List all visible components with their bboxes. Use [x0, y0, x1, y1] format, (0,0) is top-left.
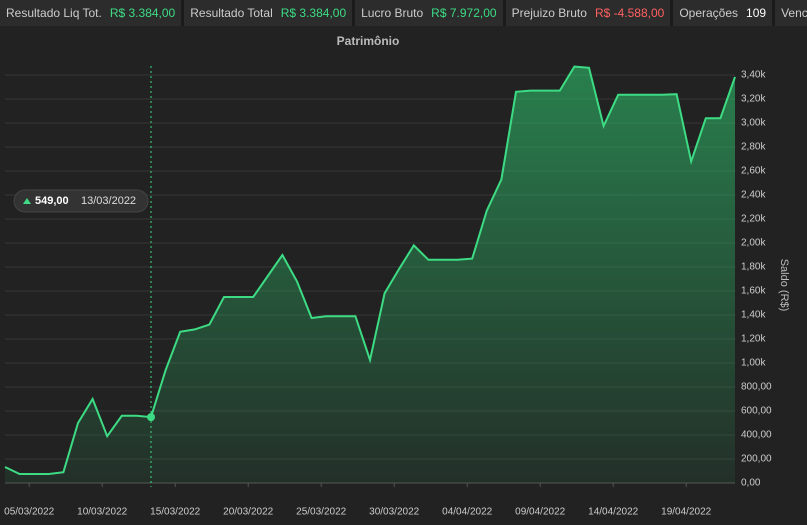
y-tick-label: 1,40k	[741, 310, 766, 321]
stat-label: Resultado Liq Tot.	[6, 6, 102, 20]
y-tick-label: 1,60k	[741, 286, 766, 297]
tooltip-arrow	[23, 198, 31, 204]
stat-label: Vencedoras	[781, 6, 807, 20]
y-tick-label: 600,00	[741, 406, 772, 417]
x-tick-label: 09/04/2022	[515, 507, 565, 518]
stat-value: 109	[746, 6, 767, 20]
y-tick-label: 800,00	[741, 382, 772, 393]
y-tick-label: 2,00k	[741, 238, 766, 249]
x-tick-label: 10/03/2022	[77, 507, 127, 518]
x-tick-label: 05/03/2022	[4, 507, 54, 518]
y-tick-label: 3,20k	[741, 94, 766, 105]
y-tick-label: 2,40k	[741, 190, 766, 201]
stat-item: Operações 109	[673, 0, 773, 26]
stat-label: Prejuizo Bruto	[511, 6, 587, 20]
y-tick-label: 200,00	[741, 454, 772, 465]
stat-value: R$ 3.384,00	[109, 6, 176, 20]
stat-label: Resultado Total	[190, 6, 273, 20]
x-tick-label: 30/03/2022	[369, 507, 419, 518]
area-fill	[5, 66, 735, 483]
x-tick-label: 19/04/2022	[661, 507, 711, 518]
y-tick-label: 1,20k	[741, 334, 766, 345]
stat-value: R$ 7.972,00	[431, 6, 497, 20]
stat-item: Resultado Total R$ 3.384,00	[184, 0, 353, 26]
stats-bar: Resultado Liq Tot. R$ 3.384,00 Resultado T…	[0, 0, 807, 26]
y-tick-label: 400,00	[741, 430, 772, 441]
stat-value: R$ -4.588,00	[594, 6, 665, 20]
x-tick-label: 15/03/2022	[150, 507, 200, 518]
y-tick-label: 2,20k	[741, 214, 766, 225]
y-tick-label: 3,40k	[741, 70, 766, 81]
y-tick-label: 2,60k	[741, 166, 766, 177]
tooltip-date: 13/03/2022	[81, 195, 136, 207]
x-tick-label: 25/03/2022	[296, 507, 346, 518]
area-line	[4, 65, 736, 475]
y-tick-label: 1,80k	[741, 262, 766, 273]
y-tick-label: 1,00k	[741, 358, 766, 369]
x-tick-label: 20/03/2022	[223, 507, 273, 518]
stat-item: Vencedoras	[775, 0, 807, 26]
x-tick-label: 14/04/2022	[588, 507, 638, 518]
stat-label: Lucro Bruto	[361, 6, 424, 20]
y-axis-title: Saldo (R$)	[778, 259, 790, 312]
y-tick-label: 0,00	[741, 478, 761, 489]
tooltip-value: 549,00	[35, 195, 69, 207]
stat-item: Lucro Bruto R$ 7.972,00	[355, 0, 503, 26]
x-tick-label: 04/04/2022	[442, 507, 492, 518]
stat-item: Resultado Liq Tot. R$ 3.384,00	[0, 0, 182, 26]
stat-item: Prejuizo Bruto R$ -4.588,00	[505, 0, 671, 26]
tooltip-box	[13, 189, 149, 213]
y-tick-label: 2,80k	[741, 142, 766, 153]
hover-point	[147, 413, 155, 422]
stat-value: R$ 3.384,00	[280, 6, 347, 20]
stat-label: Operações	[679, 6, 739, 20]
y-tick-label: 3,00k	[741, 118, 766, 129]
chart-title: Patrimônio	[337, 34, 400, 48]
